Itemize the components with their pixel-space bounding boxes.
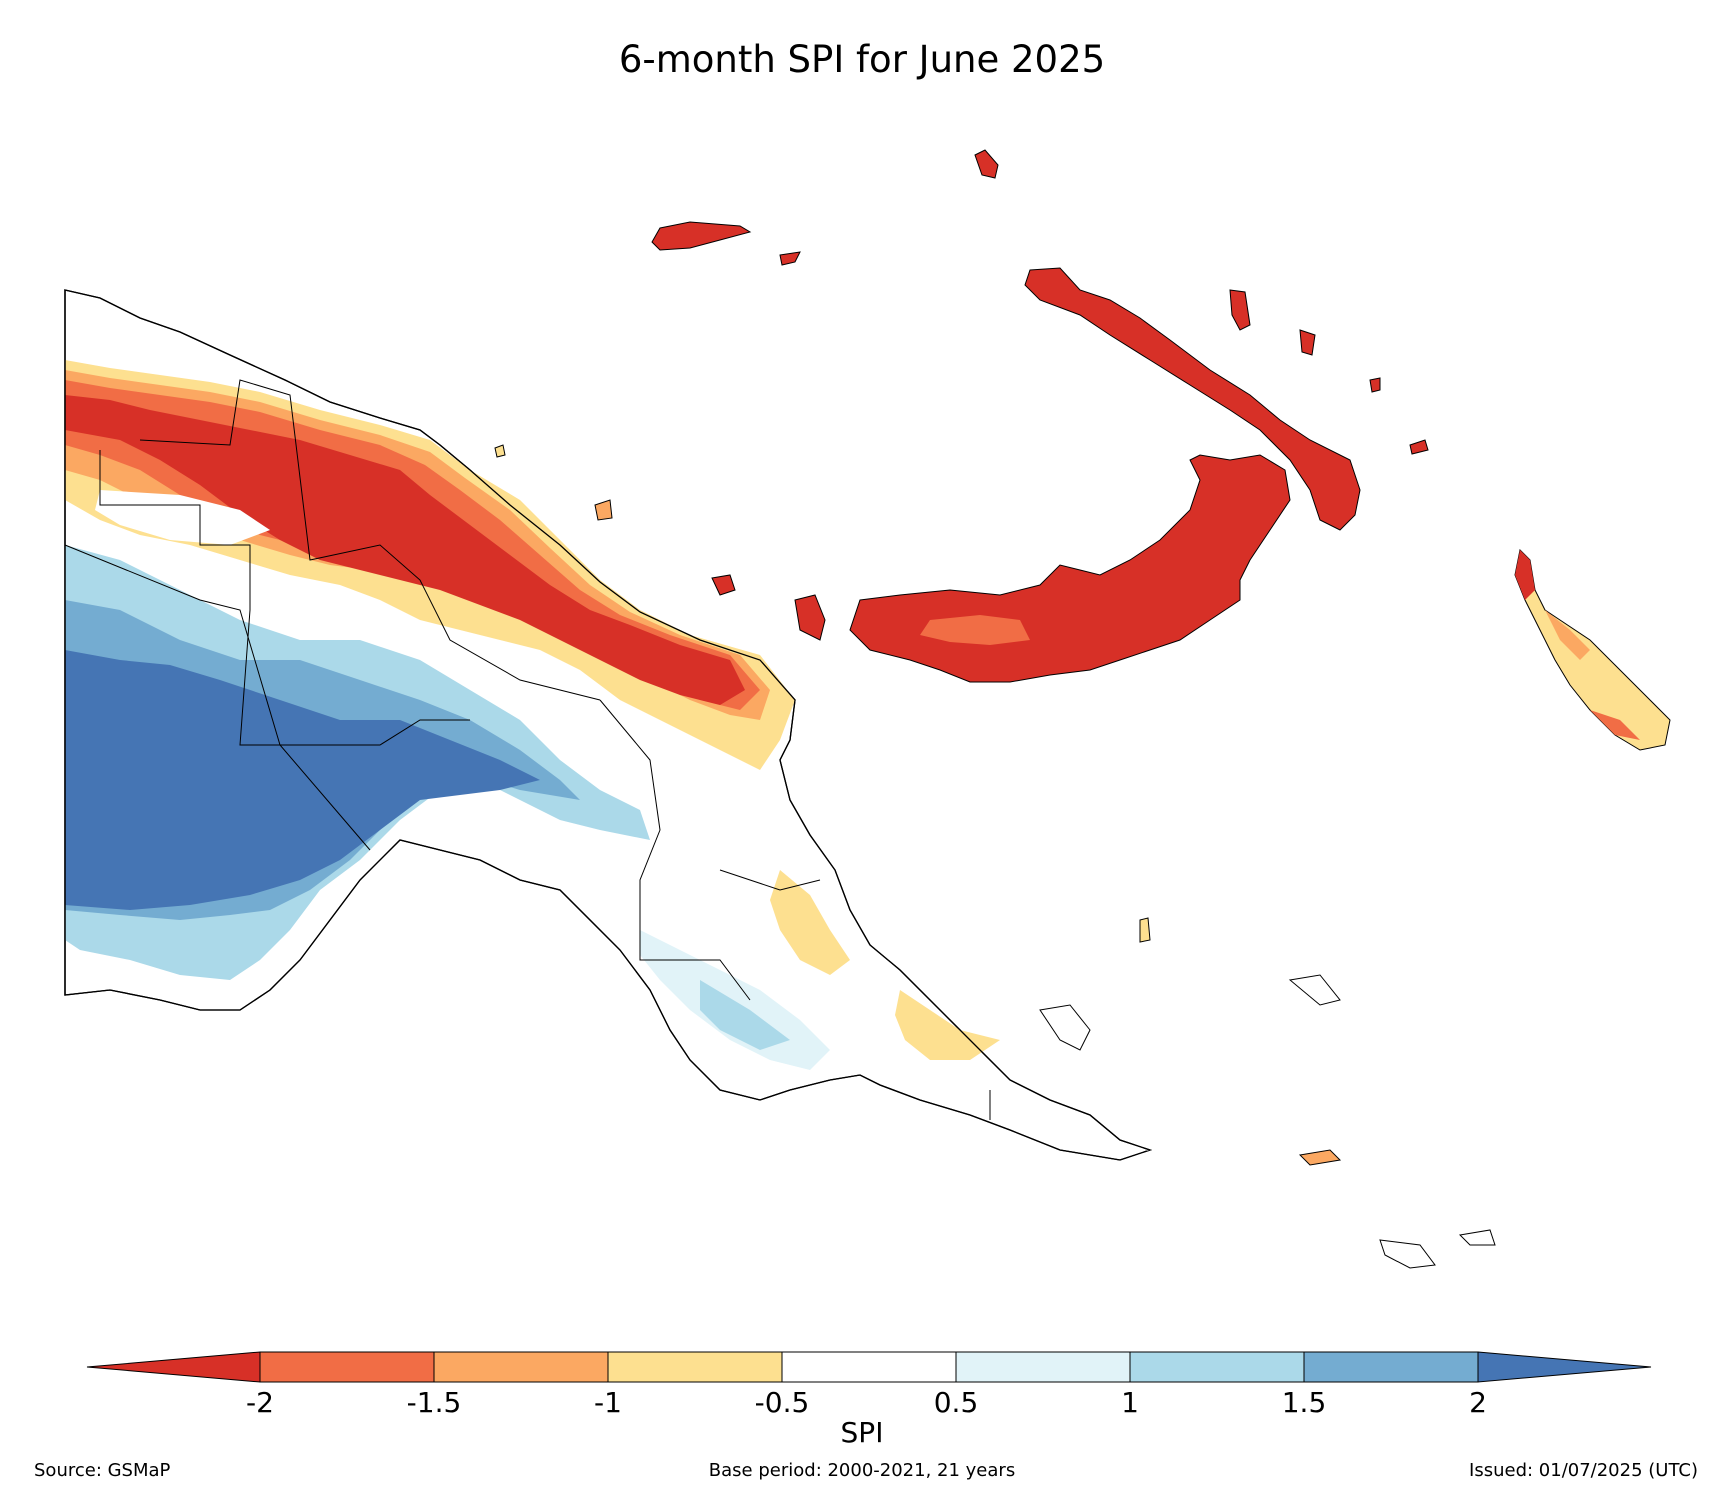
colorbar-tick: -0.5 bbox=[754, 1386, 810, 1419]
colorbar-segment bbox=[259, 1351, 435, 1383]
colorbar-tick: 1.5 bbox=[1281, 1386, 1327, 1419]
colorbar-tick: 0.5 bbox=[933, 1386, 979, 1419]
colorbar-tick: -1.5 bbox=[406, 1386, 462, 1419]
colorbar-extend-low bbox=[86, 1351, 261, 1383]
colorbar-segment bbox=[955, 1351, 1131, 1383]
colorbar-extend-high bbox=[1477, 1351, 1652, 1383]
footer-issued: Issued: 01/07/2025 (UTC) bbox=[1469, 1460, 1698, 1481]
footer-base-period: Base period: 2000-2021, 21 years bbox=[708, 1460, 1016, 1481]
colorbar-segment bbox=[1303, 1351, 1479, 1383]
mainland-png bbox=[64, 289, 1153, 1161]
map-title: 6-month SPI for June 2025 bbox=[618, 38, 1106, 81]
footer-source: Source: GSMaP bbox=[34, 1460, 171, 1481]
colorbar-segment bbox=[433, 1351, 609, 1383]
colorbar-segment bbox=[781, 1351, 957, 1383]
colorbar-tick: 1 bbox=[1121, 1386, 1139, 1419]
islands bbox=[494, 149, 1671, 1269]
island-manus bbox=[651, 221, 752, 251]
colorbar-tick: -2 bbox=[246, 1386, 274, 1419]
colorbar-tick: 2 bbox=[1469, 1386, 1487, 1419]
island-new-ireland bbox=[1024, 267, 1361, 531]
colorbar-segment bbox=[607, 1351, 783, 1383]
colorbar-segment bbox=[1129, 1351, 1305, 1383]
colorbar-tick: -1 bbox=[594, 1386, 622, 1419]
colorbar-label: SPI bbox=[840, 1416, 884, 1449]
